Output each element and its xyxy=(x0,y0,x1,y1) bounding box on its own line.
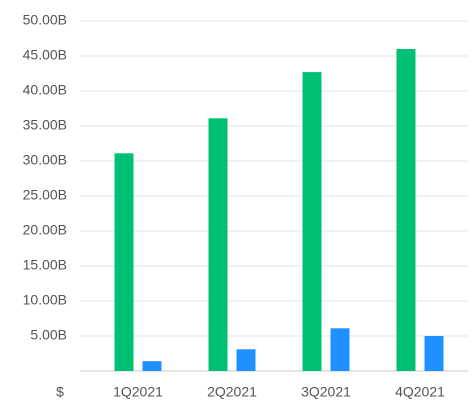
y-tick-label: 35.00B xyxy=(23,117,67,133)
y-tick-label: 45.00B xyxy=(23,47,67,63)
y-tick-label: 15.00B xyxy=(23,257,67,273)
bar xyxy=(396,49,416,371)
y-tick-label: 30.00B xyxy=(23,152,67,168)
x-tick-label: 1Q2021 xyxy=(113,384,163,400)
bar xyxy=(208,118,228,371)
bar xyxy=(302,72,322,371)
y-tick-label: 40.00B xyxy=(23,82,67,98)
bar xyxy=(330,328,350,371)
x-tick-label: 4Q2021 xyxy=(395,384,445,400)
y-tick-label: 25.00B xyxy=(23,187,67,203)
bar xyxy=(424,336,444,371)
y-tick-label: 50.00B xyxy=(23,12,67,28)
bar xyxy=(114,153,134,371)
bar xyxy=(142,361,162,371)
x-tick-label: 3Q2021 xyxy=(301,384,351,400)
y-tick-label: 5.00B xyxy=(30,327,67,343)
x-tick-label: 2Q2021 xyxy=(207,384,257,400)
y-tick-label: 10.00B xyxy=(23,292,67,308)
y-unit-label: $ xyxy=(56,384,64,400)
bar xyxy=(236,349,256,371)
y-tick-label: 20.00B xyxy=(23,222,67,238)
